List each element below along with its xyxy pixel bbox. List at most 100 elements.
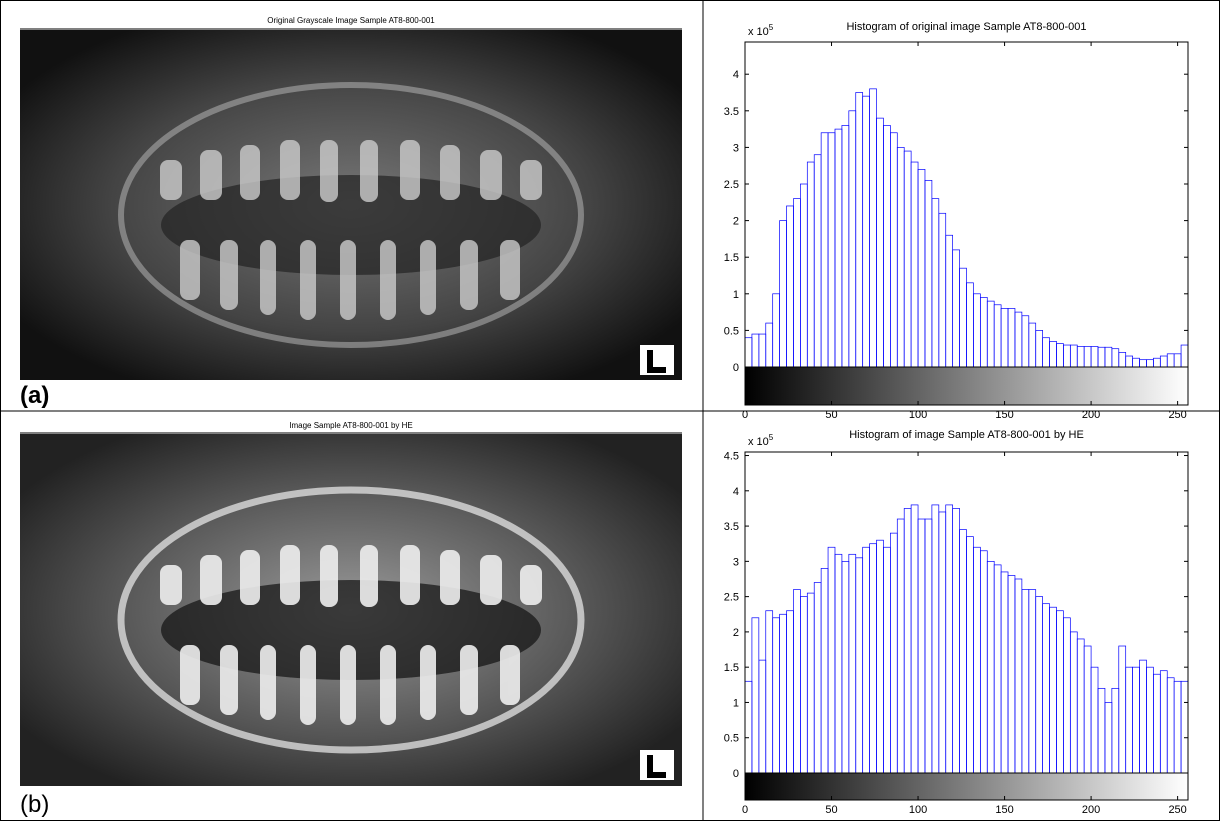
histogram-bar [890,133,897,367]
colorbar [745,367,1188,405]
x-tick-label: 50 [825,804,837,816]
histogram-bar [939,213,946,367]
histogram-bar [1050,341,1057,367]
histogram-bar [780,221,787,367]
multiplier-base: x 10 [748,26,769,38]
histogram-bar [967,537,974,773]
histogram-bar [835,129,842,367]
histogram-bar [1174,354,1181,367]
histogram-bar [849,554,856,773]
histogram-bar [960,268,967,367]
histogram-bar [856,93,863,367]
histogram-bar [1098,688,1105,773]
panel-label: (a) [20,382,49,409]
histogram-bar [1043,604,1050,773]
x-tick-label: 50 [825,409,837,421]
histogram-bar [773,294,780,367]
x-tick-label: 100 [909,804,927,816]
histogram-bar [745,681,752,773]
histogram-bar [939,512,946,773]
histogram-bar [766,323,773,367]
histogram-bar [842,561,849,773]
histogram-bar [745,338,752,367]
colorbar [745,773,1188,800]
histogram-bar [987,561,994,773]
histogram-bar [932,199,939,367]
histogram-bar [807,593,814,773]
histogram-bar [863,96,870,367]
histogram-bar [1146,667,1153,773]
histogram-bar [1160,671,1167,773]
chart-title: Histogram of original image Sample AT8-8… [846,21,1086,33]
histogram-bar [1153,358,1160,367]
histogram-bar [856,558,863,773]
y-tick-label: 0.5 [724,325,739,337]
histogram-bar [1070,632,1077,773]
y-tick-label: 3 [733,142,739,154]
histogram-bar [925,180,932,367]
y-tick-label: 2 [733,627,739,639]
y-tick-label: 2.5 [724,592,739,604]
histogram-bar [1050,607,1057,773]
histogram-bar [787,206,794,367]
histogram-bar [897,519,904,773]
histogram-bar [904,508,911,773]
histogram-bar [911,162,918,367]
x-tick-label: 200 [1082,409,1100,421]
y-tick-label: 0.5 [724,733,739,745]
y-tick-label: 3 [733,556,739,568]
xray-image [20,434,682,786]
y-tick-label: 4.5 [724,451,739,463]
histogram-bar [821,133,828,367]
histogram-bar [821,568,828,773]
xray-image [20,30,682,380]
histogram-bar [800,597,807,773]
histogram-bar [1077,347,1084,367]
histogram-bar [980,297,987,367]
histogram-bar [814,155,821,367]
y-tick-label: 1 [733,697,739,709]
histogram-bar [759,660,766,773]
y-tick-label: 3.5 [724,521,739,533]
histogram-bar [1140,360,1147,367]
multiplier-exponent: 5 [769,23,774,32]
histogram-bar [759,334,766,367]
histogram-bar [807,162,814,367]
histogram-bar [870,89,877,367]
histogram-bar [1105,702,1112,773]
x-tick-label: 200 [1082,804,1100,816]
histogram-bar [1181,345,1188,367]
panel-label: (b) [20,791,49,818]
x-tick-label: 0 [742,804,748,816]
histogram-bar [946,505,953,773]
y-tick-label: 0 [733,362,739,374]
histogram-bar [780,614,787,773]
histogram-bar [1063,618,1070,773]
histogram-bar [1077,639,1084,773]
histogram-bar [960,530,967,773]
histogram-bar [877,540,884,773]
histogram-bar [932,505,939,773]
y-tick-label: 2.5 [724,179,739,191]
histogram-bar [1119,352,1126,367]
histogram-bar [1056,611,1063,773]
histogram-bar [793,590,800,773]
histogram-bar [994,305,1001,367]
x-tick-label: 250 [1168,804,1186,816]
histogram-bar [870,544,877,773]
histogram-bar [1001,572,1008,773]
y-tick-label: 3.5 [724,106,739,118]
histogram-bar [918,169,925,367]
histogram-bar [1105,347,1112,367]
histogram-bar [1029,323,1036,367]
histogram-bar [1140,660,1147,773]
histogram-bar [980,551,987,773]
histogram-bar [953,250,960,367]
y-tick-label: 4 [733,486,739,498]
x-tick-label: 0 [742,409,748,421]
y-tick-label: 1 [733,289,739,301]
histogram-bar [766,611,773,773]
histogram-bar [842,125,849,367]
histogram-bar [1112,349,1119,367]
histogram-bar [994,565,1001,773]
